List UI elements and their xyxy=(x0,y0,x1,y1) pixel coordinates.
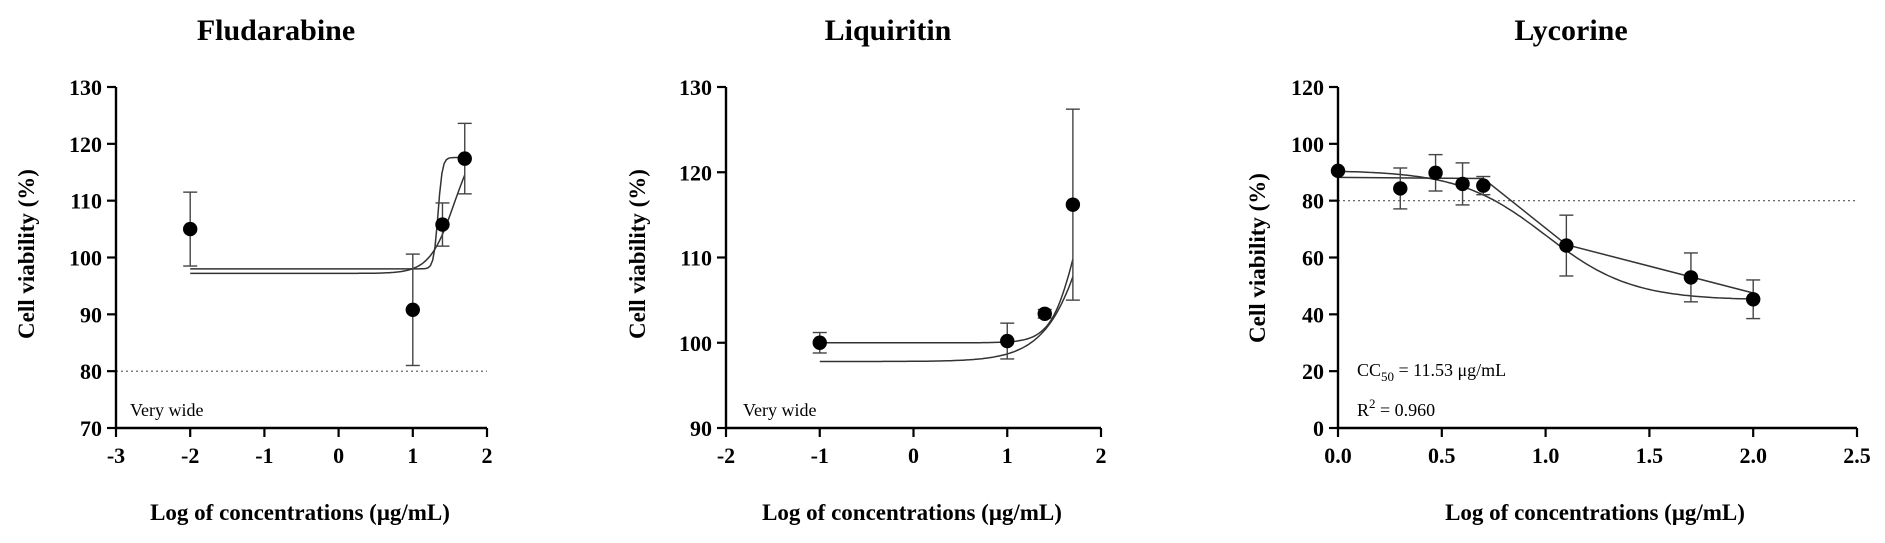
x-tick-label: 0 xyxy=(333,443,344,468)
x-tick-label: 1.5 xyxy=(1636,443,1664,468)
y-tick-label: 80 xyxy=(80,359,102,384)
y-tick-label: 90 xyxy=(80,302,102,327)
y-tick-label: 110 xyxy=(70,189,102,214)
fit-curve-2 xyxy=(1337,170,1754,300)
fit-curve-2 xyxy=(819,276,1074,363)
data-point xyxy=(1683,270,1699,285)
chart-title: Liquiritin xyxy=(825,14,952,47)
data-point xyxy=(812,335,827,350)
data-point xyxy=(1037,306,1052,321)
y-tick-label: 120 xyxy=(69,132,102,157)
data-point xyxy=(183,221,198,237)
x-tick-label: 0 xyxy=(908,443,919,468)
data-point xyxy=(1476,178,1491,193)
annotation-cc50-subscript: 50 xyxy=(1381,369,1394,384)
annotation-r-value: = 0.960 xyxy=(1376,400,1436,420)
x-axis-label: Log of concentrations (μg/mL) xyxy=(1445,500,1745,525)
y-axis-label: Cell viability (%) xyxy=(1245,173,1270,343)
y-tick-label: 100 xyxy=(1291,132,1324,157)
y-tick-label: 70 xyxy=(80,416,102,441)
y-axis-label: Cell viability (%) xyxy=(625,169,650,339)
data-point xyxy=(1746,292,1761,307)
x-tick-label: 1 xyxy=(1002,443,1013,468)
fit-curve-2 xyxy=(190,174,466,275)
y-tick-label: 130 xyxy=(69,75,102,100)
fit-curve-1 xyxy=(190,156,465,270)
annotation-r-superscript: 2 xyxy=(1369,396,1376,411)
fit-curve-1 xyxy=(1337,176,1754,294)
annotation-r-squared: R2 = 0.960 xyxy=(1357,396,1435,420)
x-axis-label: Log of concentrations (μg/mL) xyxy=(150,500,450,525)
x-tick-label: 0.5 xyxy=(1428,443,1456,468)
y-tick-label: 0 xyxy=(1313,416,1324,441)
x-tick-label: 1 xyxy=(407,443,418,468)
data-point xyxy=(1000,333,1015,349)
x-tick-label: 0.0 xyxy=(1324,443,1352,468)
annotation-very-wide: Very wide xyxy=(743,400,816,420)
x-tick-label: 2.5 xyxy=(1843,443,1871,468)
annotation-very-wide: Very wide xyxy=(130,400,203,420)
y-tick-label: 40 xyxy=(1302,302,1324,327)
chart-title: Fludarabine xyxy=(197,14,355,47)
y-tick-label: 90 xyxy=(690,416,712,441)
panel-fludarabine: Fludarabine Log of concentrations (μg/mL… xyxy=(14,14,493,525)
y-tick-label: 60 xyxy=(1302,246,1324,271)
x-tick-label: 2.0 xyxy=(1739,443,1767,468)
panel-liquiritin: Liquiritin Log of concentrations (μg/mL)… xyxy=(625,14,1107,525)
x-tick-label: -3 xyxy=(107,443,125,468)
fit-curve-1 xyxy=(819,258,1074,344)
x-tick-label: -2 xyxy=(181,443,199,468)
annotation-cc50: CC50 = 11.53 μg/mL xyxy=(1357,360,1506,384)
y-tick-label: 130 xyxy=(679,75,712,100)
y-tick-label: 120 xyxy=(679,160,712,185)
annotation-cc50-main: CC xyxy=(1357,360,1381,380)
y-tick-label: 80 xyxy=(1302,189,1324,214)
data-point xyxy=(457,151,472,166)
x-tick-label: -1 xyxy=(255,443,273,468)
y-tick-label: 100 xyxy=(679,331,712,356)
y-tick-label: 120 xyxy=(1291,75,1324,100)
annotation-cc50-value: = 11.53 μg/mL xyxy=(1394,360,1506,380)
panel-lycorine: Lycorine Log of concentrations (μg/mL) C… xyxy=(1245,14,1871,525)
y-tick-label: 100 xyxy=(69,246,102,271)
data-point xyxy=(435,217,450,232)
x-axis-label: Log of concentrations (μg/mL) xyxy=(762,500,1062,525)
y-axis-label: Cell viability (%) xyxy=(14,169,39,339)
data-point xyxy=(1330,163,1346,179)
data-point xyxy=(1393,181,1408,196)
y-tick-label: 20 xyxy=(1302,359,1324,384)
x-tick-label: 1.0 xyxy=(1532,443,1560,468)
x-tick-label: 2 xyxy=(1096,443,1107,468)
x-tick-label: -2 xyxy=(717,443,735,468)
annotation-r-main: R xyxy=(1357,400,1369,420)
data-point xyxy=(1559,238,1574,253)
x-tick-label: -1 xyxy=(811,443,829,468)
x-tick-label: 2 xyxy=(482,443,493,468)
data-point xyxy=(1065,197,1081,212)
chart-title: Lycorine xyxy=(1514,14,1627,47)
data-point xyxy=(1455,176,1470,192)
data-point xyxy=(405,302,420,317)
y-tick-label: 110 xyxy=(680,246,712,271)
data-point xyxy=(1428,165,1443,181)
